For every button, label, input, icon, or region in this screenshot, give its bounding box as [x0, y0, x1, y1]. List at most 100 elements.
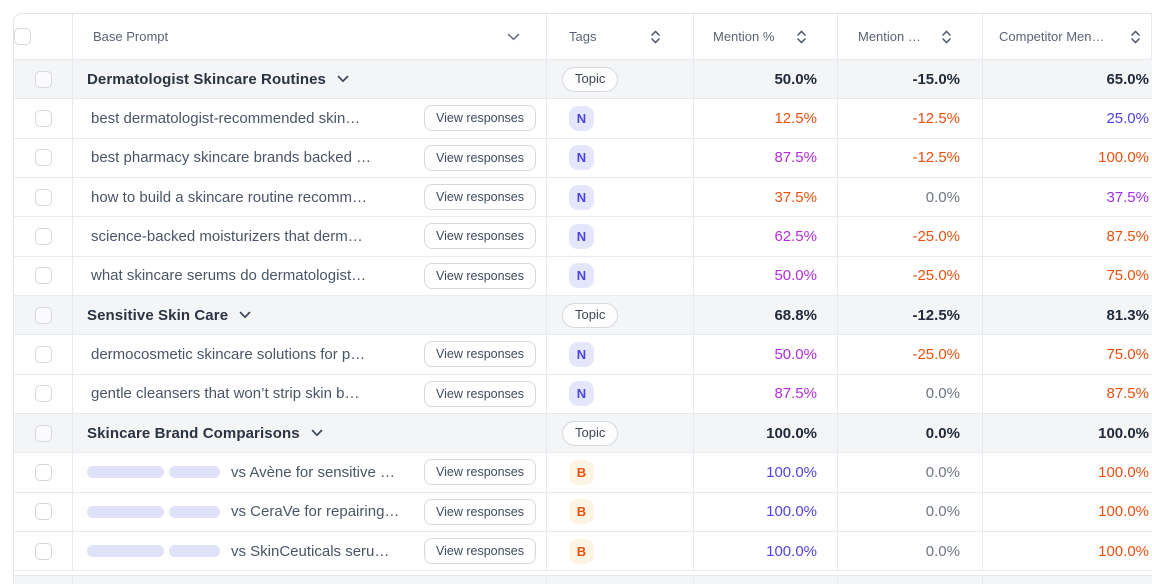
sort-chevrons-icon[interactable] [1130, 29, 1141, 45]
view-responses-button[interactable]: View responses [423, 144, 536, 171]
header-tags[interactable]: Tags [547, 14, 694, 59]
prompt-text: gentle cleansers that won’t strip skin b… [91, 385, 360, 403]
row-select-cell [14, 335, 73, 374]
row-checkbox[interactable] [34, 385, 52, 403]
view-responses-button[interactable]: View responses [423, 262, 536, 289]
tags-cell: B [547, 453, 694, 492]
row-checkbox[interactable] [34, 542, 52, 560]
chevron-down-icon[interactable] [239, 311, 251, 319]
view-responses-button[interactable]: View responses [423, 538, 536, 565]
chevron-down-icon[interactable] [337, 75, 349, 83]
base-prompt-cell: gentle cleansers that won’t strip skin b… [73, 374, 547, 413]
prompt-text: science-backed moisturizers that derm… [91, 227, 363, 245]
redaction-pill [87, 545, 164, 558]
base-prompt-cell: Dermatologist Skincare Routines [73, 60, 547, 99]
row-checkbox[interactable] [34, 109, 52, 127]
view-responses-button[interactable]: View responses [423, 498, 536, 525]
mention-change-value: 0.0% [925, 503, 960, 521]
redaction-pill [87, 466, 164, 479]
row-checkbox[interactable] [34, 463, 52, 481]
select-all-checkbox[interactable] [14, 28, 31, 45]
mention-change-cell: 0.0% [838, 453, 983, 492]
tag-badge: N [569, 145, 594, 171]
mention-pct-value: 100.0% [766, 424, 817, 442]
chevron-down-icon[interactable] [507, 33, 520, 41]
header-competitor-mentions[interactable]: Competitor Men… [983, 14, 1152, 59]
header-mention-pct[interactable]: Mention % [694, 14, 838, 59]
row-checkbox[interactable] [34, 227, 52, 245]
topic-title: Sensitive Skin Care [87, 306, 229, 324]
mention-pct-value: 87.5% [774, 385, 817, 403]
competitor-mention-value: 37.5% [1106, 188, 1149, 206]
base-prompt-cell: what skincare serums do dermatologist… V… [73, 256, 547, 295]
mention-change-value: -25.0% [912, 227, 960, 245]
mention-change-value: -25.0% [912, 267, 960, 285]
mention-change-value: 0.0% [925, 385, 960, 403]
mention-change-cell: 0.0% [838, 492, 983, 531]
tag-badge: N [569, 223, 594, 249]
header-mention-change[interactable]: Mention … [838, 14, 983, 59]
prompt-text: best pharmacy skincare brands backed … [91, 149, 372, 167]
row-checkbox[interactable] [34, 70, 52, 88]
tags-cell: N [547, 99, 694, 138]
tag-badge: Topic [562, 66, 619, 92]
mention-change-cell: 0.0% [838, 177, 983, 217]
mention-pct-value: 37.5% [774, 188, 817, 206]
row-checkbox[interactable] [34, 267, 52, 285]
header-tags-label: Tags [569, 29, 597, 44]
row-select-cell [14, 374, 73, 413]
view-responses-button[interactable]: View responses [423, 223, 536, 250]
row-select-cell [14, 99, 73, 138]
header-mention-change-label: Mention … [858, 29, 921, 44]
view-responses-button[interactable]: View responses [423, 105, 536, 132]
table-row: how to build a skincare routine recomm… … [14, 177, 1152, 218]
base-prompt-cell: best pharmacy skincare brands backed … V… [73, 138, 547, 177]
row-select-cell [14, 531, 73, 571]
mention-change-value: 0.0% [925, 424, 960, 442]
row-checkbox[interactable] [34, 503, 52, 521]
mention-pct-cell: 50.0% [694, 256, 838, 295]
competitor-mention-cell: 100.0% [983, 453, 1152, 491]
row-select-cell [14, 413, 73, 453]
table-row: Dermatologist Skincare Routines Topic 50… [14, 60, 1152, 100]
mention-pct-value: 12.5% [774, 109, 817, 127]
table-row: vs Avène for sensitive … View responses … [14, 453, 1152, 493]
row-checkbox[interactable] [34, 188, 52, 206]
row-checkbox[interactable] [34, 424, 52, 442]
mention-change-cell: -12.5% [838, 99, 983, 138]
next-topic-row-partial [14, 575, 1152, 584]
row-checkbox[interactable] [34, 306, 52, 324]
base-prompt-cell: vs SkinCeuticals seru… View responses [73, 531, 547, 571]
competitor-mention-cell: 75.0% [983, 335, 1152, 373]
competitor-mention-cell: 75.0% [983, 257, 1152, 295]
tag-badge: N [569, 381, 594, 407]
mention-change-value: -12.5% [912, 109, 960, 127]
sort-chevrons-icon[interactable] [796, 29, 807, 45]
sort-chevrons-icon[interactable] [941, 29, 952, 45]
table-row: Sensitive Skin Care Topic 68.8% -12.5% 8… [14, 295, 1152, 336]
chevron-down-icon[interactable] [311, 429, 323, 437]
prompt-text: vs SkinCeuticals seru… [231, 542, 390, 560]
view-responses-button[interactable]: View responses [423, 459, 536, 486]
view-responses-button[interactable]: View responses [423, 380, 536, 407]
mention-change-cell: -25.0% [838, 217, 983, 256]
competitor-mention-value: 100.0% [1098, 463, 1149, 481]
tag-badge: B [569, 538, 594, 564]
row-checkbox[interactable] [34, 345, 52, 363]
sort-chevrons-icon[interactable] [650, 29, 661, 45]
mention-change-cell: -25.0% [838, 335, 983, 374]
row-checkbox[interactable] [34, 149, 52, 167]
table-row: best dermatologist-recommended skin… Vie… [14, 99, 1152, 139]
view-responses-button[interactable]: View responses [423, 341, 536, 368]
table-row: best pharmacy skincare brands backed … V… [14, 138, 1152, 178]
redacted-brand-pills [87, 545, 220, 558]
mention-change-value: 0.0% [925, 463, 960, 481]
prompt-text: dermocosmetic skincare solutions for p… [91, 345, 366, 363]
view-responses-button[interactable]: View responses [423, 184, 536, 211]
tag-badge: Topic [562, 302, 619, 328]
table-row: what skincare serums do dermatologist… V… [14, 256, 1152, 296]
mention-pct-cell: 100.0% [694, 453, 838, 492]
header-base-prompt[interactable]: Base Prompt [73, 14, 547, 59]
competitor-mention-value: 100.0% [1098, 503, 1149, 521]
competitor-mention-value: 75.0% [1106, 345, 1149, 363]
